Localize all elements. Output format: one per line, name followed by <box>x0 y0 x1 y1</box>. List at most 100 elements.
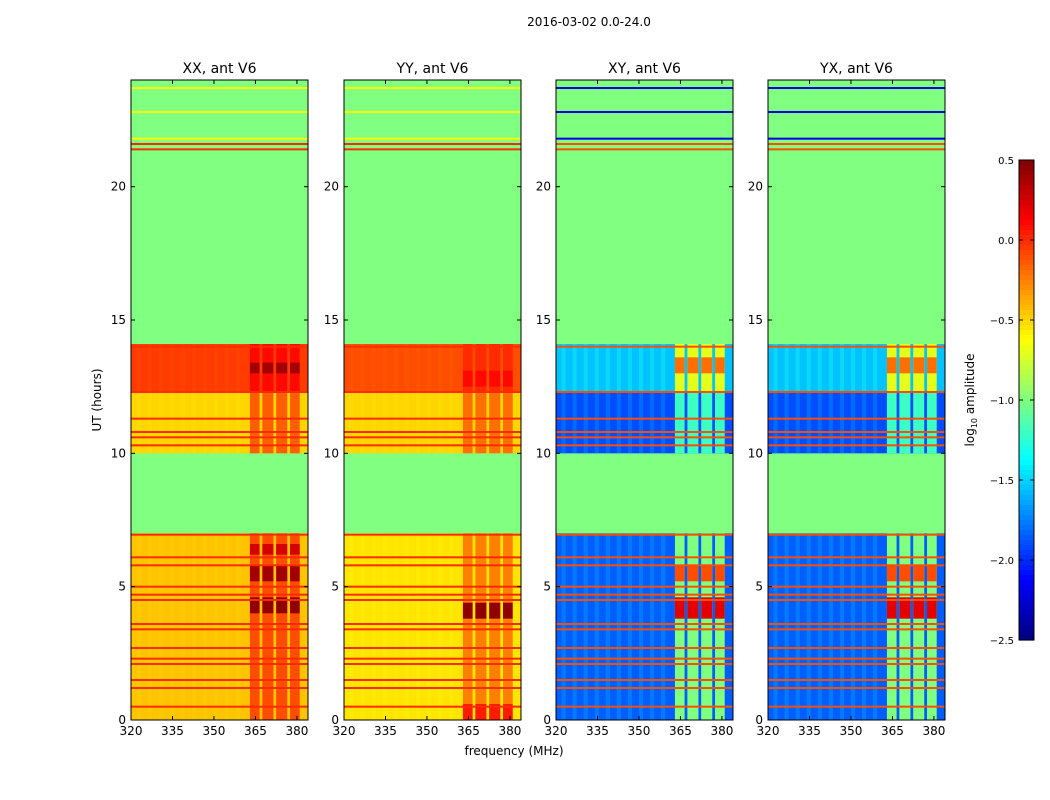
rfi-cell <box>503 344 513 392</box>
rfi-line <box>131 628 308 631</box>
y-tick-label: 5 <box>543 580 551 594</box>
colorbar-segment <box>1019 370 1034 376</box>
colorbar-segment <box>1019 465 1034 471</box>
panel-xx: XX, ant V6 320 335 350 365 380 0 5 10 15 20 <box>111 61 309 738</box>
rfi-line <box>768 679 945 681</box>
freq-stripe <box>850 533 856 720</box>
rfi-cell <box>462 392 473 454</box>
freq-stripe <box>616 344 621 392</box>
rfi-cell <box>715 392 725 454</box>
colorbar-segment <box>1019 330 1034 336</box>
x-tick-label: 365 <box>881 724 904 738</box>
rfi-hot-cell <box>503 704 513 720</box>
freq-stripe <box>382 392 387 454</box>
rfi-hot-cell <box>886 565 897 582</box>
colorbar-segment <box>1019 475 1034 481</box>
rfi-cell <box>276 533 288 720</box>
freq-stripe <box>806 344 811 392</box>
freq-stripe <box>349 392 354 454</box>
colorbar: 0.5 0.0 −0.5 −1.0 −1.5 −2.0 −2.5 <box>990 156 1035 647</box>
y-tick-label: 20 <box>111 180 126 194</box>
colorbar-segment <box>1019 190 1034 196</box>
rfi-line <box>131 657 308 660</box>
freq-stripe <box>136 392 141 454</box>
rfi-hot-cell <box>886 357 897 374</box>
rfi-hot-cell <box>687 565 699 582</box>
rfi-line <box>556 87 733 89</box>
colorbar-segment <box>1019 300 1034 306</box>
freq-stripe <box>169 392 174 454</box>
colorbar-tick-label: 0.5 <box>998 156 1014 167</box>
rfi-cell <box>913 392 925 454</box>
freq-stripe <box>594 533 599 720</box>
colorbar-segment <box>1019 570 1034 576</box>
rfi-cell <box>927 392 937 454</box>
rfi-cell <box>262 533 274 720</box>
panel-title: YX, ant V6 <box>819 61 893 77</box>
x-tick-label: 365 <box>244 724 267 738</box>
rfi-line <box>768 628 945 631</box>
rfi-line <box>768 647 945 649</box>
rfi-cell <box>290 533 300 720</box>
colorbar-segment <box>1019 230 1034 236</box>
freq-stripe <box>191 344 196 392</box>
y-tick-label: 0 <box>755 713 763 727</box>
freq-stripe <box>784 344 789 392</box>
freq-stripe <box>404 344 409 392</box>
rfi-hot-cell <box>262 544 274 555</box>
colorbar-segment <box>1019 380 1034 386</box>
y-tick-label: 5 <box>755 580 763 594</box>
rfi-cell <box>475 533 487 720</box>
freq-stripe <box>213 392 219 454</box>
panel-yy: YY, ant V6 320 335 350 365 380 0 5 10 15 20 <box>324 61 522 738</box>
freq-stripe <box>828 344 833 392</box>
rfi-cell <box>489 344 501 392</box>
colorbar-segment <box>1019 255 1034 261</box>
colorbar-segment <box>1019 605 1034 611</box>
rfi-line <box>768 87 945 89</box>
colorbar-segment <box>1019 280 1034 286</box>
rfi-cell <box>489 392 501 454</box>
freq-stripe <box>393 392 398 454</box>
freq-stripe <box>404 392 409 454</box>
plot-frame <box>130 79 309 721</box>
x-tick-label: 350 <box>628 724 651 738</box>
colorbar-segment <box>1019 625 1034 631</box>
colorbar-segment <box>1019 430 1034 436</box>
heatmap <box>344 80 521 720</box>
x-tick-label: 320 <box>333 724 356 738</box>
x-tick-label: 320 <box>545 724 568 738</box>
rfi-hot-cell <box>701 597 713 619</box>
freq-stripe <box>393 533 398 720</box>
rfi-line <box>556 647 733 649</box>
colorbar-segment <box>1019 240 1034 246</box>
freq-stripe <box>850 392 856 454</box>
freq-stripe <box>158 344 163 392</box>
rfi-line <box>344 564 521 567</box>
colorbar-segment <box>1019 385 1034 391</box>
rfi-cell <box>475 344 487 392</box>
y-tick-label: 0 <box>543 713 551 727</box>
rfi-hot-cell <box>715 597 725 619</box>
rfi-hot-cell <box>913 597 925 619</box>
freq-stripe <box>371 344 376 392</box>
rfi-line <box>131 444 308 447</box>
freq-stripe <box>650 392 655 454</box>
rfi-line <box>131 647 308 649</box>
rfi-hot-cell <box>276 565 288 582</box>
rfi-line <box>768 663 945 665</box>
freq-stripe <box>449 533 454 720</box>
rfi-line <box>131 417 308 420</box>
rfi-cell <box>927 533 937 720</box>
y-tick-label: 20 <box>324 180 339 194</box>
colorbar-segment <box>1019 590 1034 596</box>
rfi-line <box>556 345 733 348</box>
rfi-cell <box>715 533 725 720</box>
colorbar-segment <box>1019 425 1034 431</box>
rfi-cell <box>674 392 685 454</box>
y-tick-label: 0 <box>331 713 339 727</box>
rfi-hot-cell <box>886 597 897 619</box>
rfi-hot-cell <box>899 357 911 374</box>
colorbar-segment <box>1019 460 1034 466</box>
rfi-line <box>556 599 733 601</box>
